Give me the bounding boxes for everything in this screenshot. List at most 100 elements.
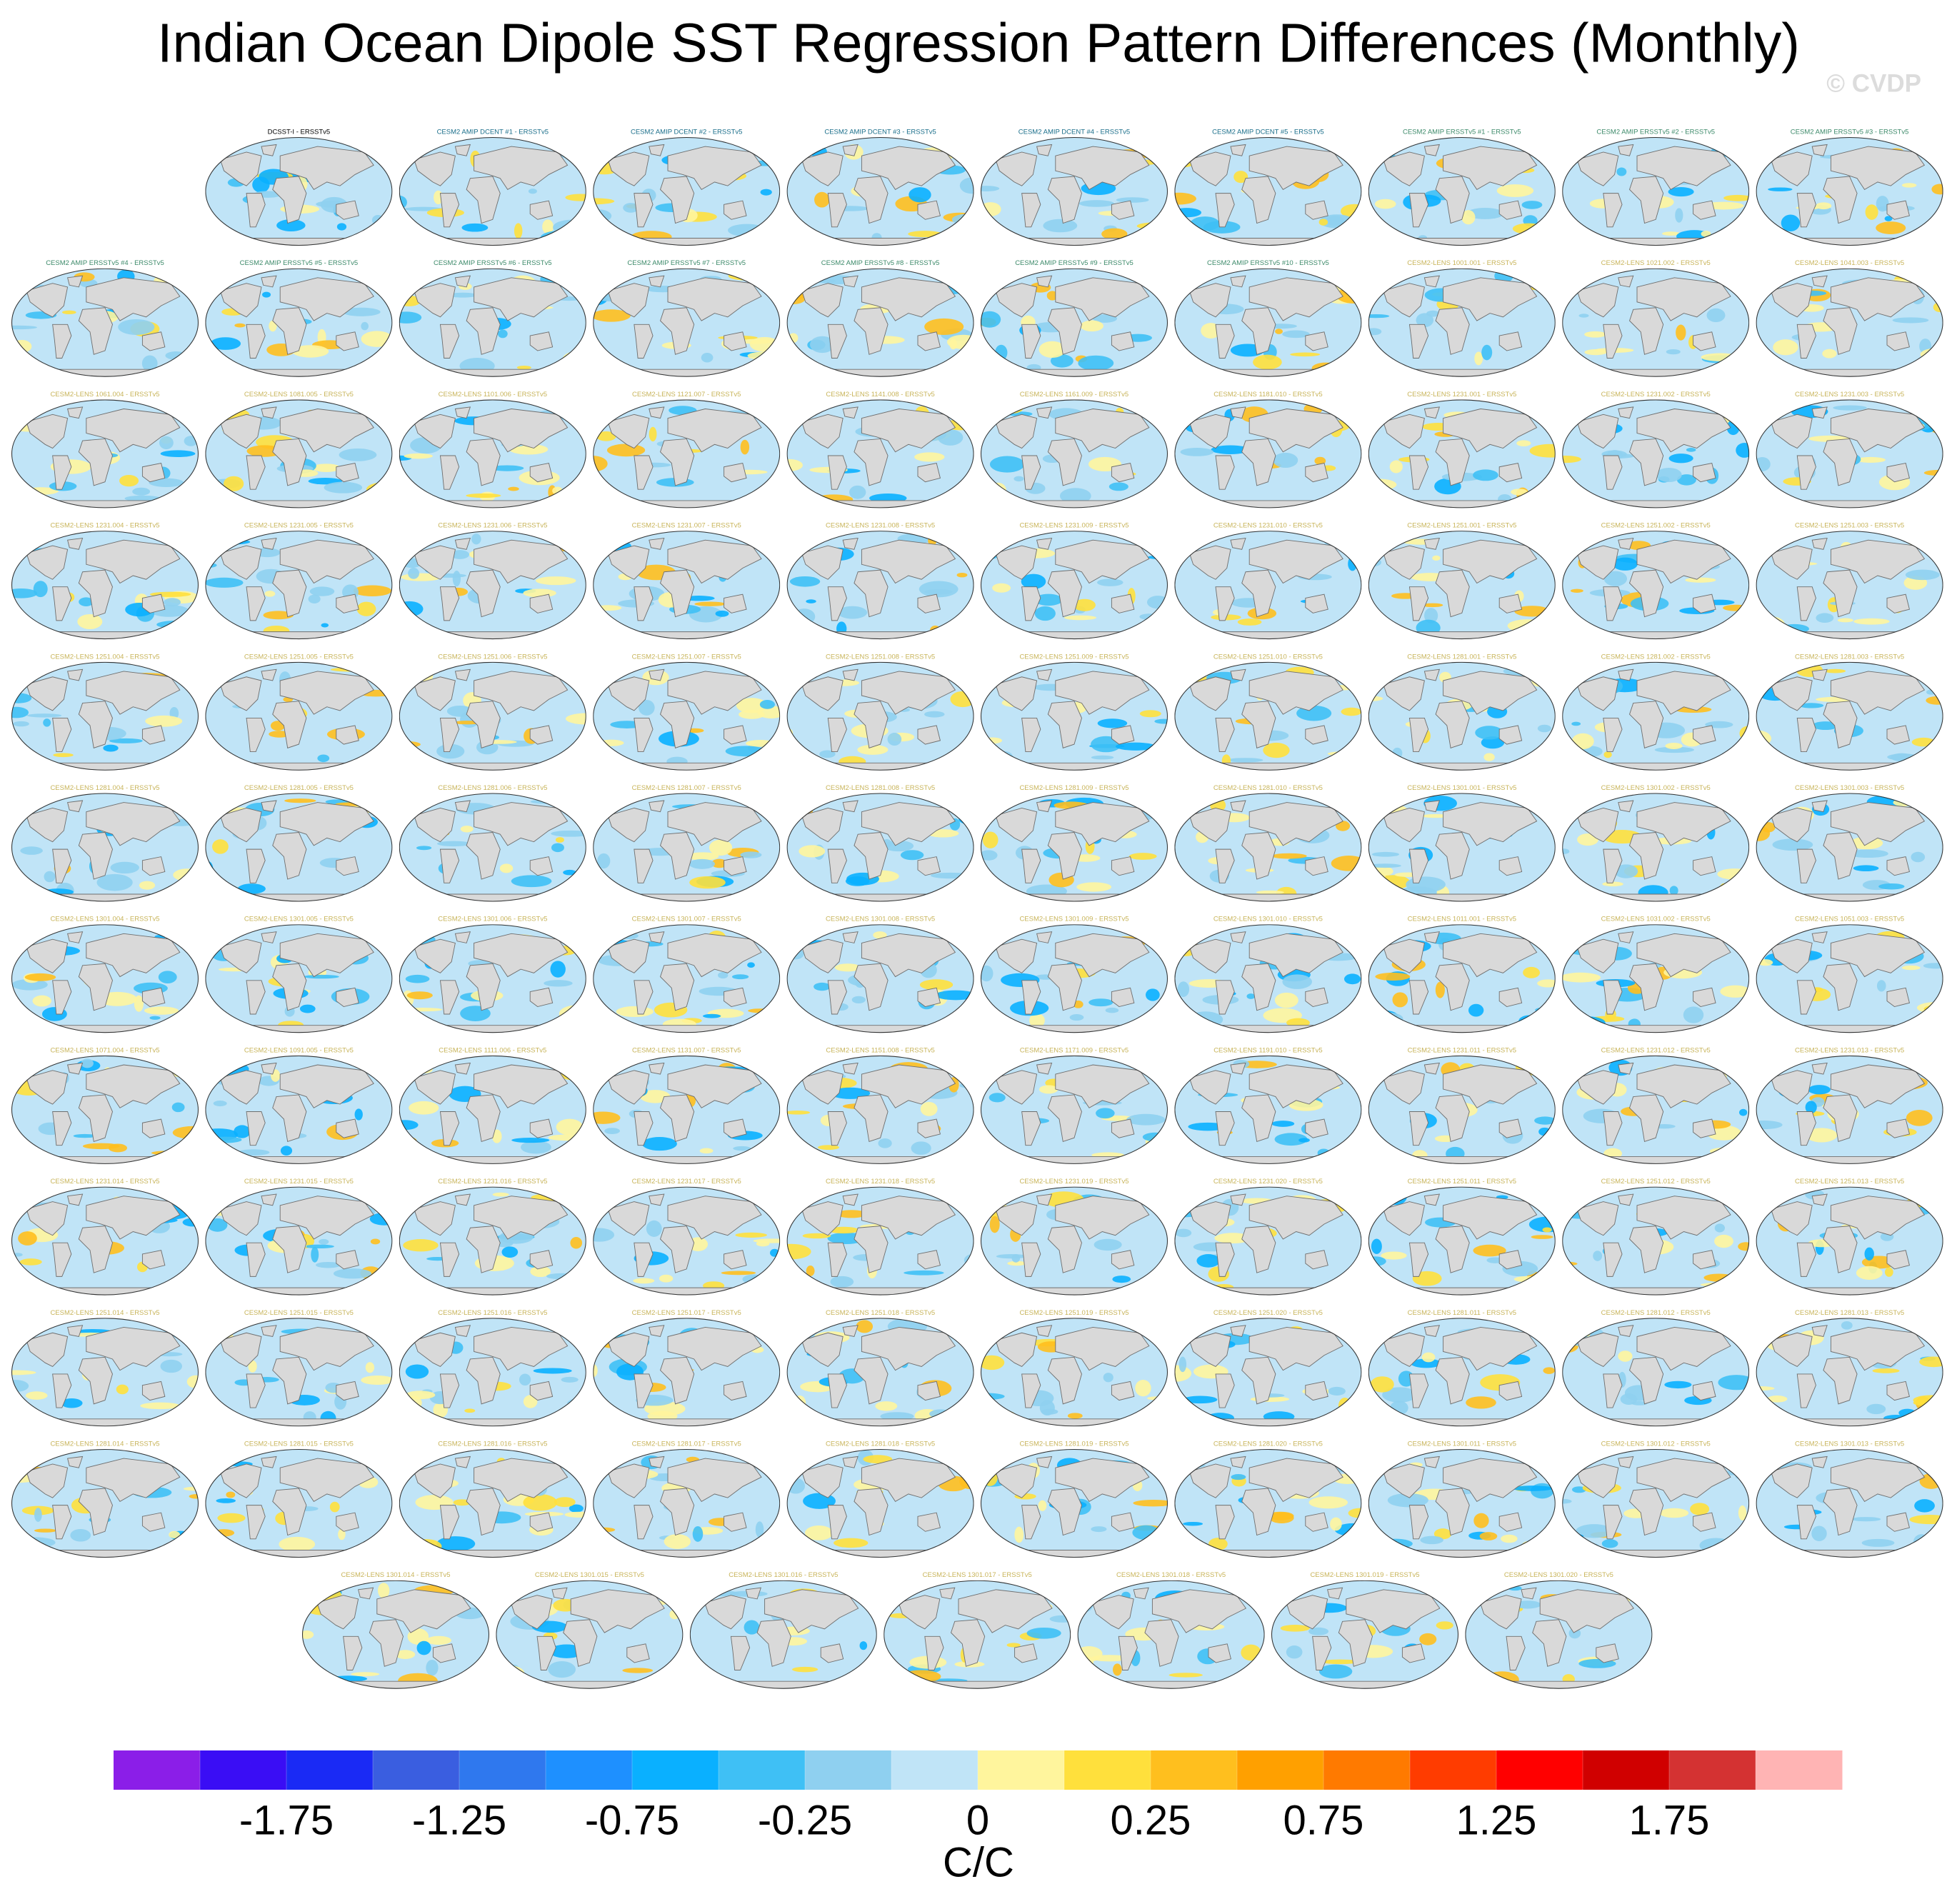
panel-title: CESM2-LENS 1281.008 - ERSSTv5 bbox=[826, 784, 935, 792]
map-panel bbox=[205, 1186, 393, 1296]
panel-title: CESM2-LENS 1051.003 - ERSSTv5 bbox=[1795, 916, 1904, 923]
map-panel bbox=[205, 793, 393, 902]
map-panel bbox=[1368, 399, 1556, 508]
colorbar-tick-label: -1.75 bbox=[239, 1797, 334, 1843]
map-panel bbox=[593, 924, 781, 1033]
map-panel bbox=[1562, 1318, 1750, 1427]
panel-title: CESM2-LENS 1231.011 - ERSSTv5 bbox=[1408, 1046, 1516, 1054]
colorbar-box bbox=[891, 1750, 978, 1790]
map-panel bbox=[11, 1055, 199, 1164]
map-panel bbox=[981, 1449, 1168, 1558]
map-panel bbox=[1174, 1318, 1362, 1427]
colorbar-box bbox=[286, 1750, 374, 1790]
panel-title: CESM2-LENS 1281.007 - ERSSTv5 bbox=[632, 784, 741, 792]
panel-title: CESM2-LENS 1301.011 - ERSSTv5 bbox=[1408, 1440, 1516, 1448]
map-panel bbox=[1368, 531, 1556, 640]
panel-title: CESM2-LENS 1281.003 - ERSSTv5 bbox=[1795, 653, 1904, 661]
colorbar-tick-label: -0.25 bbox=[758, 1797, 852, 1843]
panel-title: CESM2-LENS 1231.017 - ERSSTv5 bbox=[632, 1178, 741, 1186]
map-panel bbox=[399, 1318, 586, 1427]
map-panel bbox=[1562, 268, 1750, 377]
panel-title: CESM2-LENS 1301.010 - ERSSTv5 bbox=[1213, 916, 1323, 923]
map-panel bbox=[786, 793, 974, 902]
panel-title: CESM2-LENS 1281.005 - ERSSTv5 bbox=[244, 784, 354, 792]
colorbar-box bbox=[978, 1750, 1065, 1790]
map-panel bbox=[1756, 531, 1943, 640]
map-panel bbox=[205, 1318, 393, 1427]
map-panel bbox=[205, 137, 393, 246]
panel-title: CESM2-LENS 1301.005 - ERSSTv5 bbox=[244, 916, 354, 923]
colorbar-box bbox=[373, 1750, 460, 1790]
map-panel bbox=[11, 661, 199, 771]
panel-title: CESM2 AMIP ERSSTv5 #7 - ERSSTv5 bbox=[627, 259, 746, 267]
panel-title: CESM2-LENS 1301.016 - ERSSTv5 bbox=[729, 1571, 838, 1579]
map-panel bbox=[1174, 1055, 1362, 1164]
map-panel bbox=[399, 661, 586, 771]
map-panel bbox=[1562, 1055, 1750, 1164]
map-panel bbox=[1562, 924, 1750, 1033]
map-panel bbox=[981, 399, 1168, 508]
map-panel bbox=[496, 1580, 684, 1689]
panel-title: CESM2-LENS 1121.007 - ERSSTv5 bbox=[632, 391, 741, 399]
panel-title: CESM2-LENS 1281.002 - ERSSTv5 bbox=[1601, 653, 1711, 661]
panel-title: CESM2-LENS 1301.007 - ERSSTv5 bbox=[632, 916, 741, 923]
colorbar-tick-label: 0.25 bbox=[1111, 1797, 1191, 1843]
map-panel bbox=[786, 268, 974, 377]
map-panel bbox=[1174, 137, 1362, 246]
panel-title: CESM2-LENS 1281.012 - ERSSTv5 bbox=[1601, 1309, 1711, 1317]
map-panel bbox=[399, 268, 586, 377]
map-panel bbox=[593, 268, 781, 377]
panel-title: CESM2-LENS 1171.009 - ERSSTv5 bbox=[1020, 1046, 1128, 1054]
panel-title: CESM2-LENS 1301.020 - ERSSTv5 bbox=[1504, 1571, 1613, 1579]
map-panel bbox=[11, 1449, 199, 1558]
panel-title: CESM2-LENS 1251.013 - ERSSTv5 bbox=[1795, 1178, 1904, 1186]
colorbar-box bbox=[1669, 1750, 1756, 1790]
map-panel bbox=[1562, 137, 1750, 246]
map-panel bbox=[1174, 1186, 1362, 1296]
map-panel bbox=[1562, 661, 1750, 771]
map-panel bbox=[786, 531, 974, 640]
colorbar-label: C/C bbox=[943, 1839, 1014, 1885]
map-panel bbox=[593, 1055, 781, 1164]
panel-title: DCSST-I - ERSSTv5 bbox=[268, 129, 331, 136]
panel-title: CESM2-LENS 1251.014 - ERSSTv5 bbox=[50, 1309, 159, 1317]
map-panel bbox=[981, 268, 1168, 377]
panel-title: CESM2 AMIP ERSSTv5 #2 - ERSSTv5 bbox=[1596, 129, 1715, 136]
map-panel bbox=[1756, 399, 1943, 508]
panel-title: CESM2 AMIP DCENT #5 - ERSSTv5 bbox=[1212, 129, 1323, 136]
map-panel bbox=[1756, 268, 1943, 377]
panel-title: CESM2-LENS 1251.003 - ERSSTv5 bbox=[1795, 522, 1904, 530]
map-panel bbox=[1756, 793, 1943, 902]
map-panel bbox=[981, 793, 1168, 902]
map-panel bbox=[1077, 1580, 1265, 1689]
panel-title: CESM2-LENS 1281.010 - ERSSTv5 bbox=[1213, 784, 1323, 792]
map-panel bbox=[1756, 1318, 1943, 1427]
panel-title: CESM2-LENS 1231.019 - ERSSTv5 bbox=[1019, 1178, 1128, 1186]
panel-title: CESM2-LENS 1251.008 - ERSSTv5 bbox=[826, 653, 935, 661]
panel-title: CESM2-LENS 1251.004 - ERSSTv5 bbox=[50, 653, 159, 661]
map-panel bbox=[593, 793, 781, 902]
map-panel bbox=[981, 661, 1168, 771]
map-panel bbox=[1368, 1186, 1556, 1296]
panel-title: CESM2-LENS 1251.010 - ERSSTv5 bbox=[1213, 653, 1323, 661]
colorbar-box bbox=[114, 1750, 201, 1790]
map-panel bbox=[1368, 137, 1556, 246]
panel-title: CESM2-LENS 1031.002 - ERSSTv5 bbox=[1601, 916, 1711, 923]
panel-title: CESM2 AMIP ERSSTv5 #10 - ERSSTv5 bbox=[1207, 259, 1329, 267]
map-panel bbox=[1368, 268, 1556, 377]
map-panel bbox=[1465, 1580, 1653, 1689]
panel-title: CESM2-LENS 1251.001 - ERSSTv5 bbox=[1407, 522, 1516, 530]
map-panel bbox=[11, 1318, 199, 1427]
panel-title: CESM2-LENS 1151.008 - ERSSTv5 bbox=[826, 1046, 934, 1054]
panel-title: CESM2-LENS 1281.019 - ERSSTv5 bbox=[1019, 1440, 1128, 1448]
colorbar-tick-label: 0 bbox=[966, 1797, 989, 1843]
panel-title: CESM2-LENS 1251.015 - ERSSTv5 bbox=[244, 1309, 354, 1317]
panel-title: CESM2-LENS 1281.020 - ERSSTv5 bbox=[1213, 1440, 1323, 1448]
panel-title: CESM2 AMIP ERSSTv5 #5 - ERSSTv5 bbox=[240, 259, 359, 267]
map-panel bbox=[399, 137, 586, 246]
map-panel bbox=[1562, 531, 1750, 640]
map-panel bbox=[1756, 1055, 1943, 1164]
panel-title: CESM2-LENS 1301.014 - ERSSTv5 bbox=[341, 1571, 450, 1579]
panel-title: CESM2-LENS 1181.010 - ERSSTv5 bbox=[1213, 391, 1322, 399]
map-panel bbox=[399, 531, 586, 640]
